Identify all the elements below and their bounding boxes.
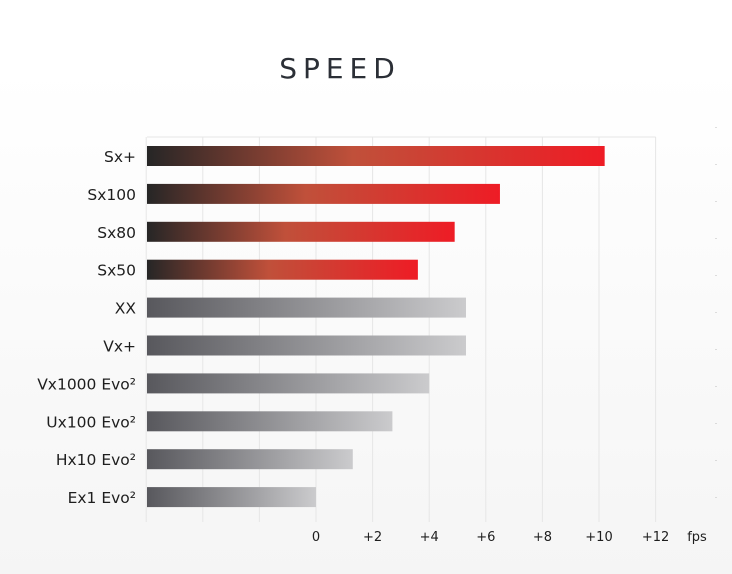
category-label: Vx+ [103, 338, 136, 356]
bars [147, 146, 605, 508]
x-tick-label: +2 [363, 530, 382, 545]
x-tick-label: +4 [420, 530, 439, 545]
category-label: Sx80 [97, 224, 136, 242]
x-tick-label: +12 [642, 530, 669, 545]
category-label: Hx10 Evo² [56, 451, 136, 469]
x-tick-label: 0 [312, 530, 320, 545]
chart-title: SPEED [279, 52, 401, 85]
category-label: XX [115, 300, 137, 318]
x-axis-ticks: 0 +2 +4 +6 +8 +10 +12 fps [312, 530, 707, 545]
bar-4 [147, 297, 466, 318]
bar-3 [147, 259, 418, 280]
bar-9 [147, 487, 316, 508]
x-tick-label: +6 [476, 530, 495, 545]
x-unit-label: fps [687, 530, 707, 545]
category-label: Sx+ [104, 148, 136, 166]
bar-1 [147, 183, 500, 204]
bar-7 [147, 411, 393, 432]
category-labels: Sx+ Sx100 Sx80 Sx50 XX Vx+ Vx1000 Evo² Ux100 Ev… [37, 148, 136, 507]
category-label: Vx1000 Evo² [37, 375, 136, 393]
bar-6 [147, 373, 430, 394]
category-label: Ex1 Evo² [68, 489, 136, 507]
category-label: Sx50 [97, 262, 136, 280]
category-label: Sx100 [87, 186, 136, 204]
x-tick-label: +10 [585, 530, 612, 545]
x-tick-label: +8 [533, 530, 552, 545]
bar-5 [147, 335, 466, 356]
bar-8 [147, 449, 353, 470]
bar-2 [147, 221, 455, 242]
bar-0 [147, 146, 605, 166]
category-label: Ux100 Evo² [46, 413, 136, 431]
